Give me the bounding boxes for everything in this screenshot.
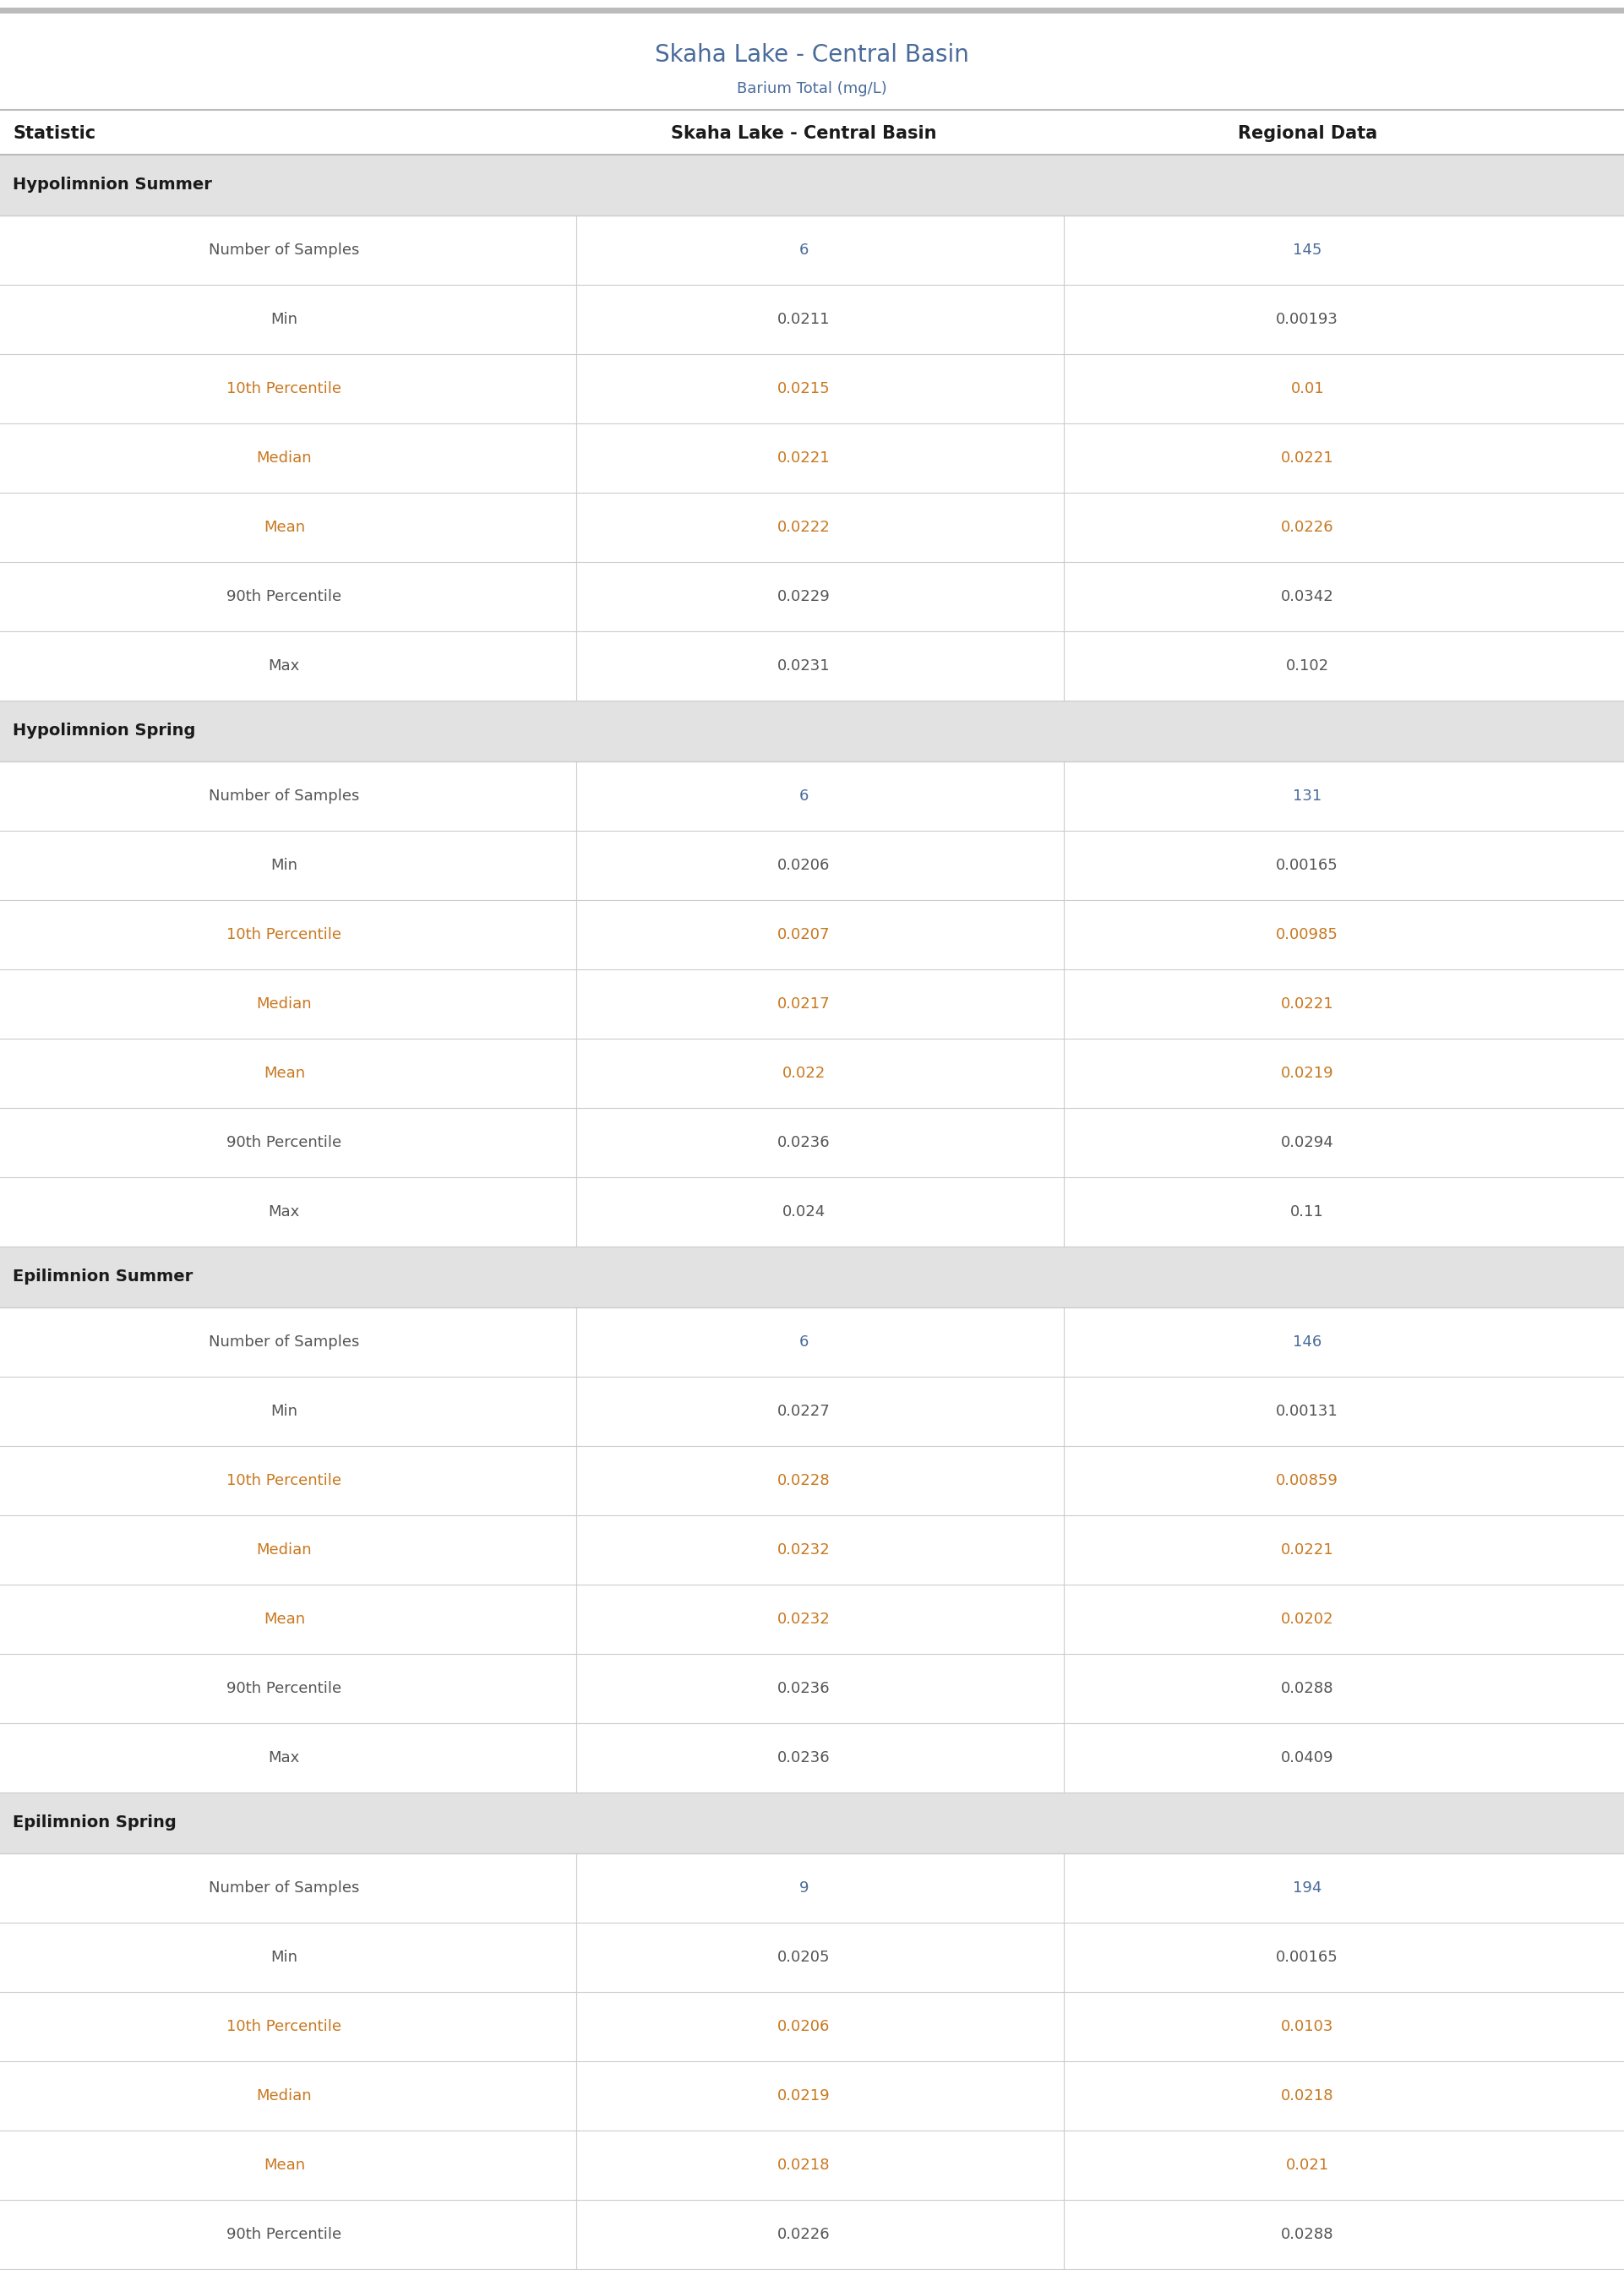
Text: 0.0211: 0.0211	[778, 311, 830, 327]
Text: 0.11: 0.11	[1291, 1205, 1324, 1219]
Text: 10th Percentile: 10th Percentile	[227, 381, 341, 397]
Text: Min: Min	[271, 311, 297, 327]
Bar	[0, 1246, 1624, 1308]
Text: 0.0218: 0.0218	[1281, 2088, 1333, 2104]
Text: Mean: Mean	[263, 2156, 305, 2172]
Text: Min: Min	[271, 858, 297, 874]
Text: 0.00985: 0.00985	[1276, 926, 1338, 942]
Text: 0.0409: 0.0409	[1281, 1750, 1333, 1766]
Text: 0.0288: 0.0288	[1281, 1682, 1333, 1696]
Bar	[0, 701, 1624, 760]
Text: Epilimnion Summer: Epilimnion Summer	[13, 1269, 193, 1285]
Text: 0.0218: 0.0218	[778, 2156, 830, 2172]
Text: 0.0236: 0.0236	[778, 1682, 830, 1696]
Text: 0.0228: 0.0228	[778, 1473, 830, 1489]
Text: Statistic: Statistic	[13, 125, 96, 143]
Text: 0.022: 0.022	[783, 1065, 825, 1081]
Text: 0.00165: 0.00165	[1276, 1950, 1338, 1966]
Text: 0.0207: 0.0207	[778, 926, 830, 942]
Text: 90th Percentile: 90th Percentile	[227, 2227, 341, 2243]
Text: 0.0219: 0.0219	[1281, 1065, 1333, 1081]
Text: 0.0202: 0.0202	[1281, 1612, 1333, 1628]
Text: 146: 146	[1293, 1335, 1322, 1351]
Text: 145: 145	[1293, 243, 1322, 259]
Text: 0.0103: 0.0103	[1281, 2018, 1333, 2034]
Text: 0.00165: 0.00165	[1276, 858, 1338, 874]
Text: 90th Percentile: 90th Percentile	[227, 1135, 341, 1151]
Text: 9: 9	[799, 1880, 809, 1895]
Text: 6: 6	[799, 788, 809, 804]
Text: 0.00131: 0.00131	[1276, 1403, 1338, 1419]
Text: 0.0215: 0.0215	[778, 381, 830, 397]
Text: Median: Median	[257, 997, 312, 1012]
Text: Max: Max	[268, 1750, 300, 1766]
Text: 194: 194	[1293, 1880, 1322, 1895]
Text: 0.00859: 0.00859	[1276, 1473, 1338, 1489]
Text: 0.0231: 0.0231	[778, 658, 830, 674]
Text: 0.0294: 0.0294	[1281, 1135, 1333, 1151]
Text: Min: Min	[271, 1403, 297, 1419]
Text: 0.0342: 0.0342	[1281, 588, 1333, 604]
Text: 0.0226: 0.0226	[1281, 520, 1333, 536]
Text: 0.0229: 0.0229	[778, 588, 830, 604]
Text: 0.0205: 0.0205	[778, 1950, 830, 1966]
Text: Number of Samples: Number of Samples	[209, 1335, 359, 1351]
Bar	[0, 1793, 1624, 1852]
Text: 0.0221: 0.0221	[1281, 449, 1333, 465]
Text: Hypolimnion Spring: Hypolimnion Spring	[13, 724, 197, 740]
Text: 0.0217: 0.0217	[778, 997, 830, 1012]
Text: 0.0226: 0.0226	[778, 2227, 830, 2243]
Text: Max: Max	[268, 658, 300, 674]
Text: Epilimnion Spring: Epilimnion Spring	[13, 1816, 177, 1832]
Bar	[0, 154, 1624, 216]
Text: 6: 6	[799, 1335, 809, 1351]
Text: 0.0236: 0.0236	[778, 1135, 830, 1151]
Text: 0.102: 0.102	[1286, 658, 1328, 674]
Text: 0.0222: 0.0222	[778, 520, 830, 536]
Text: 0.0221: 0.0221	[1281, 1541, 1333, 1557]
Text: 10th Percentile: 10th Percentile	[227, 1473, 341, 1489]
Text: 0.0206: 0.0206	[778, 2018, 830, 2034]
Text: Median: Median	[257, 1541, 312, 1557]
Text: 0.0236: 0.0236	[778, 1750, 830, 1766]
Text: Mean: Mean	[263, 1065, 305, 1081]
Text: Number of Samples: Number of Samples	[209, 243, 359, 259]
Text: 6: 6	[799, 243, 809, 259]
Text: Mean: Mean	[263, 520, 305, 536]
Text: Skaha Lake - Central Basin: Skaha Lake - Central Basin	[654, 43, 970, 66]
Text: Number of Samples: Number of Samples	[209, 788, 359, 804]
Text: Hypolimnion Summer: Hypolimnion Summer	[13, 177, 213, 193]
Text: 0.01: 0.01	[1291, 381, 1324, 397]
Text: 10th Percentile: 10th Percentile	[227, 2018, 341, 2034]
Text: Median: Median	[257, 2088, 312, 2104]
Text: 0.0221: 0.0221	[778, 449, 830, 465]
Text: 0.0227: 0.0227	[778, 1403, 830, 1419]
Text: 0.00193: 0.00193	[1276, 311, 1338, 327]
Text: 131: 131	[1293, 788, 1322, 804]
Text: Min: Min	[271, 1950, 297, 1966]
Text: 0.0221: 0.0221	[1281, 997, 1333, 1012]
Text: Mean: Mean	[263, 1612, 305, 1628]
Text: 0.024: 0.024	[783, 1205, 825, 1219]
Text: Barium Total (mg/L): Barium Total (mg/L)	[737, 82, 887, 95]
Text: 0.0219: 0.0219	[778, 2088, 830, 2104]
Text: 0.0232: 0.0232	[778, 1541, 830, 1557]
Text: Regional Data: Regional Data	[1237, 125, 1377, 143]
Text: 0.0232: 0.0232	[778, 1612, 830, 1628]
Text: Max: Max	[268, 1205, 300, 1219]
Text: 90th Percentile: 90th Percentile	[227, 588, 341, 604]
Text: 0.0288: 0.0288	[1281, 2227, 1333, 2243]
Text: Skaha Lake - Central Basin: Skaha Lake - Central Basin	[671, 125, 937, 143]
Text: 0.021: 0.021	[1286, 2156, 1328, 2172]
Text: Median: Median	[257, 449, 312, 465]
Text: 10th Percentile: 10th Percentile	[227, 926, 341, 942]
Text: 0.0206: 0.0206	[778, 858, 830, 874]
Text: 90th Percentile: 90th Percentile	[227, 1682, 341, 1696]
Text: Number of Samples: Number of Samples	[209, 1880, 359, 1895]
